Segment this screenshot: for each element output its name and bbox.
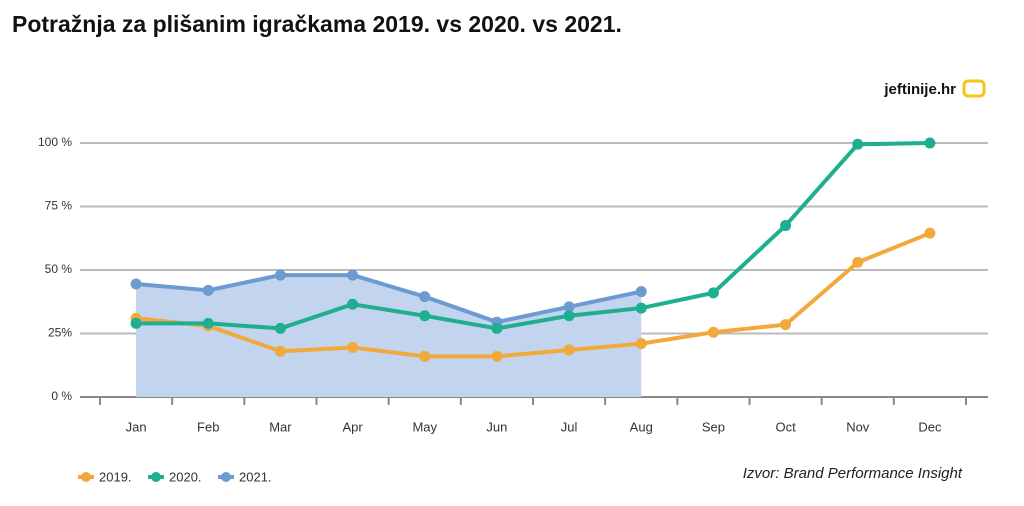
marker	[274, 345, 286, 357]
legend-swatch-dot	[151, 472, 161, 482]
x-tick-label: Aug	[630, 419, 653, 434]
marker	[780, 220, 792, 232]
x-tick-label: Mar	[269, 419, 292, 434]
x-tick-label: Sep	[702, 419, 725, 434]
marker	[852, 256, 864, 268]
legend-swatch-dot	[221, 472, 231, 482]
marker	[419, 350, 431, 362]
y-tick-label: 0 %	[51, 389, 72, 403]
marker	[347, 298, 359, 310]
marker	[563, 301, 575, 313]
x-tick-label: Jul	[561, 419, 578, 434]
marker	[347, 341, 359, 353]
x-tick-label: May	[412, 419, 437, 434]
marker	[274, 269, 286, 281]
marker	[852, 138, 864, 150]
y-tick-label: 25%	[48, 326, 72, 340]
line	[136, 141, 930, 331]
line	[135, 273, 642, 325]
marker	[635, 286, 647, 298]
line	[135, 231, 931, 359]
marker	[563, 310, 575, 322]
source: Izvor: Brand Performance Insight	[743, 465, 963, 482]
marker	[635, 338, 647, 350]
marker	[130, 278, 142, 290]
x-tick-label: Apr	[342, 419, 363, 434]
legend-label: 2019.	[99, 469, 132, 484]
marker	[419, 310, 431, 322]
marker	[491, 350, 503, 362]
logo-icon	[962, 79, 986, 98]
legend-label: 2020.	[169, 469, 202, 484]
logo: jeftinije.hr	[883, 81, 956, 98]
legend-swatch-dot	[81, 472, 91, 482]
y-tick-label: 50 %	[45, 262, 73, 276]
marker	[491, 322, 503, 334]
marker	[707, 287, 719, 299]
x-tick-label: Jun	[486, 419, 507, 434]
marker	[707, 326, 719, 338]
marker	[635, 302, 647, 314]
legend-label: 2021.	[239, 469, 272, 484]
y-tick-label: 75 %	[45, 199, 73, 213]
marker	[924, 227, 936, 239]
marker	[202, 317, 214, 329]
x-tick-label: Jan	[126, 419, 147, 434]
marker	[563, 344, 575, 356]
x-tick-label: Dec	[918, 419, 942, 434]
chart-title: Potražnja za plišanim igračkama 2019. vs…	[12, 11, 622, 37]
marker	[780, 319, 792, 331]
x-tick-label: Nov	[846, 419, 870, 434]
marker	[347, 269, 359, 281]
x-tick-label: Oct	[775, 419, 796, 434]
marker	[274, 322, 286, 334]
marker	[924, 137, 936, 149]
y-tick-label: 100 %	[38, 135, 72, 149]
marker	[419, 291, 431, 303]
marker	[202, 284, 214, 296]
area	[136, 275, 642, 397]
x-tick-label: Feb	[197, 419, 219, 434]
marker	[130, 317, 142, 329]
